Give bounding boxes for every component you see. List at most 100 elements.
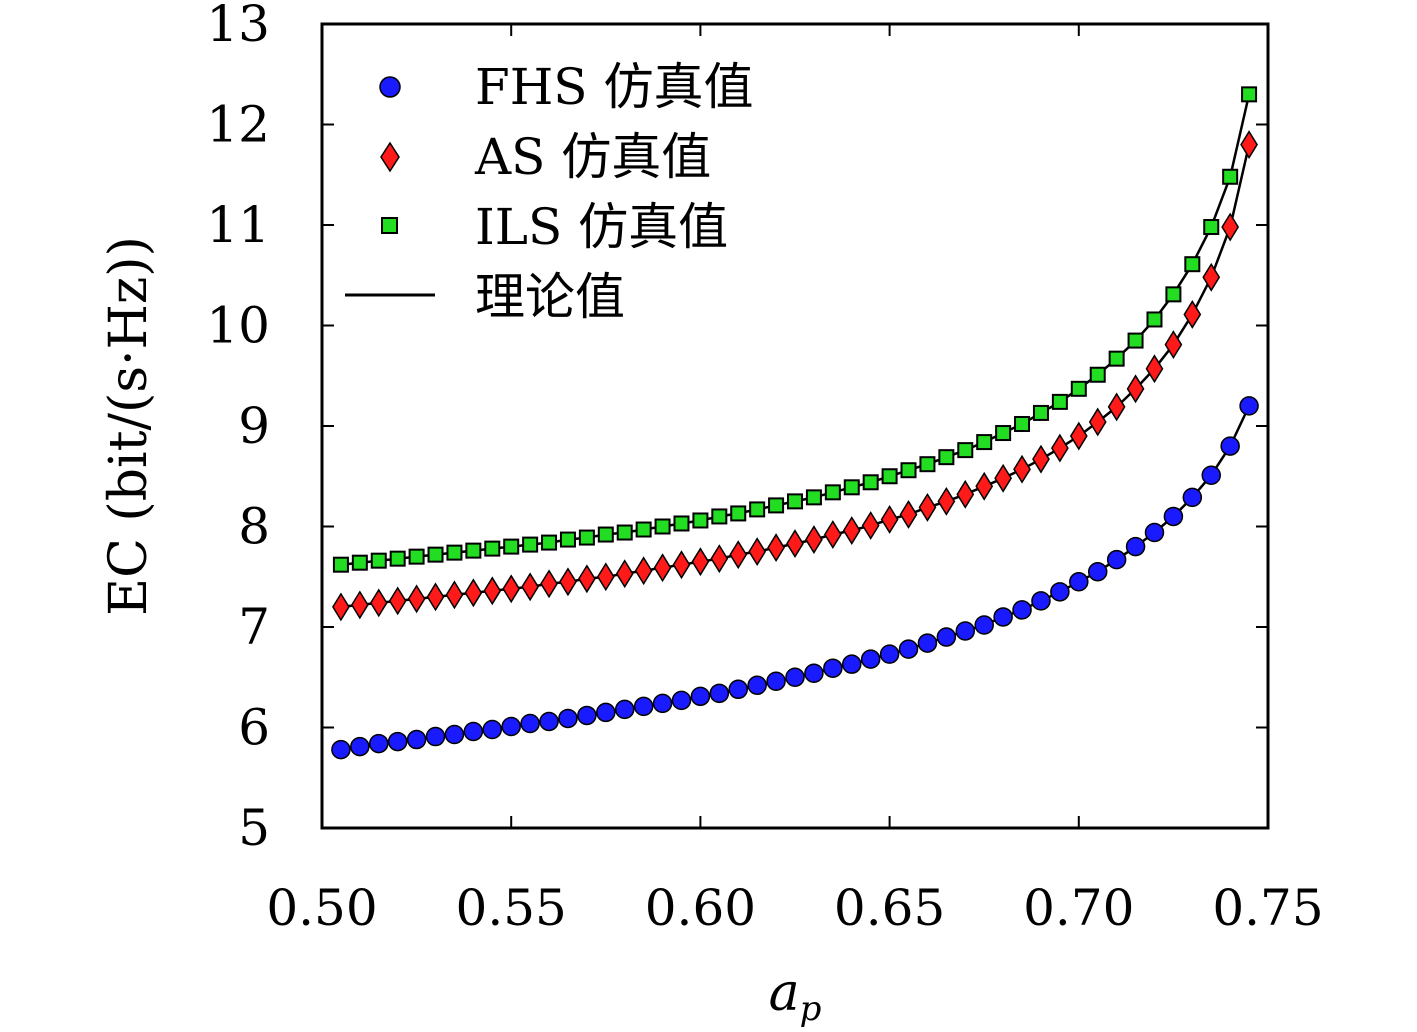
ils-point-23 <box>768 497 785 514</box>
fhs-point-21 <box>728 679 748 700</box>
fhs-point-45 <box>1182 487 1203 508</box>
fhs-point-19 <box>690 686 711 707</box>
fhs-point-44 <box>1163 506 1184 527</box>
as-point-11 <box>540 569 558 599</box>
fhs-point-16 <box>633 696 654 717</box>
ils-point-44 <box>1165 286 1182 303</box>
fhs-point-14 <box>596 702 616 723</box>
fhs-point-11 <box>539 711 559 732</box>
ils-point-0 <box>332 556 349 573</box>
y-tick-label-0: 5 <box>238 799 270 857</box>
fhs-point-38 <box>1050 582 1070 602</box>
as-point-6 <box>445 580 464 610</box>
x-tick-label-3: 0.65 <box>834 879 945 937</box>
as-point-25 <box>805 525 823 554</box>
as-point-15 <box>615 559 634 589</box>
as-point-42 <box>1126 374 1145 404</box>
legend-item-ils: ILS 仿真值 <box>381 198 728 256</box>
ils-point-43 <box>1146 311 1163 328</box>
as-point-24 <box>786 529 804 559</box>
fhs-point-5 <box>425 726 446 747</box>
ils-point-47 <box>1222 168 1239 185</box>
legend-label-ils: ILS 仿真值 <box>475 198 728 256</box>
ils-point-32 <box>938 449 955 466</box>
ils-point-10 <box>522 536 539 553</box>
ils-point-15 <box>616 524 633 541</box>
fhs-point-42 <box>1125 536 1146 557</box>
as-point-29 <box>880 505 899 534</box>
ils-point-36 <box>1014 415 1031 432</box>
legend-item-as: AS 仿真值 <box>380 128 711 186</box>
y-axis-label: EC (bit/(s·Hz)) <box>99 236 159 616</box>
legend-item-fhs: FHS 仿真值 <box>379 58 753 116</box>
x-tick-label-2: 0.60 <box>645 879 756 937</box>
fhs-point-33 <box>955 621 976 641</box>
ils-point-8 <box>484 540 501 557</box>
ils-point-38 <box>1051 393 1068 410</box>
fhs-point-30 <box>898 639 919 659</box>
as-point-28 <box>861 511 880 540</box>
fhs-point-4 <box>406 729 427 750</box>
ils-point-35 <box>995 425 1012 442</box>
fhs-point-7 <box>463 721 484 742</box>
y-tick-label-3: 8 <box>238 498 270 556</box>
fhs-point-40 <box>1087 561 1108 582</box>
as-point-10 <box>521 572 540 602</box>
fhs-point-6 <box>444 724 465 745</box>
fhs-point-25 <box>804 663 824 683</box>
legend-label-theory: 理论值 <box>475 268 625 326</box>
fhs-point-17 <box>652 693 673 714</box>
fhs-point-3 <box>387 731 408 752</box>
data-markers <box>331 86 1259 760</box>
fhs-point-41 <box>1106 549 1127 570</box>
legend-label-as: AS 仿真值 <box>474 128 711 186</box>
fhs-point-13 <box>577 705 597 726</box>
as-point-26 <box>823 520 842 549</box>
fhs-point-32 <box>936 627 957 647</box>
ils-point-3 <box>389 550 406 567</box>
as-point-5 <box>426 582 445 612</box>
as-point-20 <box>710 544 729 574</box>
as-point-4 <box>407 584 426 614</box>
ils-point-7 <box>465 542 482 559</box>
as-point-48 <box>1240 130 1258 160</box>
ils-point-22 <box>749 501 766 518</box>
as-point-46 <box>1202 262 1221 292</box>
as-point-38 <box>1050 433 1069 463</box>
as-point-21 <box>729 540 748 570</box>
as-point-39 <box>1069 421 1088 451</box>
as-point-35 <box>994 463 1013 493</box>
as-point-16 <box>634 556 653 586</box>
axis-ticks <box>321 23 1269 829</box>
as-point-12 <box>559 567 577 597</box>
as-point-19 <box>691 547 710 577</box>
as-point-44 <box>1164 330 1183 360</box>
fhs-point-37 <box>1031 591 1051 611</box>
legend-marker-ils <box>381 217 398 234</box>
fhs-point-0 <box>331 739 351 760</box>
ils-point-42 <box>1127 332 1144 349</box>
fhs-point-31 <box>917 633 938 653</box>
fhs-point-1 <box>350 736 370 757</box>
fhs-point-10 <box>520 713 540 734</box>
x-tick-label-0: 0.50 <box>266 879 377 937</box>
legend-item-theory: 理论值 <box>345 268 625 326</box>
fhs-point-47 <box>1220 436 1240 456</box>
fhs-point-18 <box>671 690 692 711</box>
fhs-point-22 <box>747 675 767 696</box>
theory-line-fhs <box>340 405 1251 751</box>
ils-point-34 <box>976 434 993 451</box>
ils-point-17 <box>654 518 671 535</box>
fhs-point-43 <box>1144 522 1165 543</box>
ils-point-12 <box>559 531 576 548</box>
as-point-8 <box>483 576 502 606</box>
ils-point-16 <box>635 521 652 538</box>
fhs-point-12 <box>558 708 578 729</box>
ils-point-13 <box>578 529 595 546</box>
tick-labels: 0.50 0.55 0.60 0.65 0.70 0.75 5 6 7 8 9 10 11 12 13 <box>206 0 1323 937</box>
x-tick-label-5: 0.75 <box>1212 879 1323 937</box>
x-tick-label-1: 0.55 <box>456 879 567 937</box>
fhs-point-46 <box>1201 465 1221 485</box>
ils-point-28 <box>862 474 879 491</box>
fhs-point-9 <box>501 716 521 737</box>
